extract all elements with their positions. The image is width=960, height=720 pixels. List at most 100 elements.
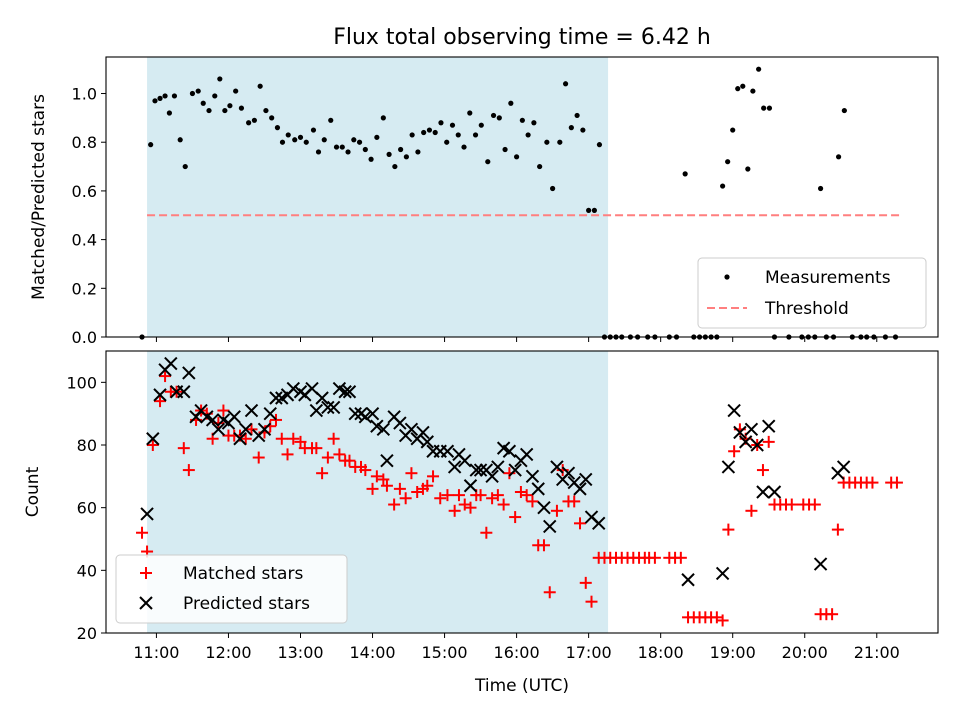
- predicted-star-point: [525, 469, 540, 484]
- predicted-star-point: [416, 425, 430, 440]
- measurement-point: [328, 117, 334, 123]
- matched-star-point: [380, 479, 393, 492]
- measurement-point: [345, 149, 351, 155]
- predicted-star-point: [573, 482, 587, 496]
- count-panel: 20 40 60 80 100 11:00 12:00 13:00 14:00 15:00 16:…: [23, 350, 939, 696]
- matched-star-point: [497, 498, 510, 511]
- measurement-point: [750, 88, 756, 94]
- predicted-star-point: [326, 400, 341, 415]
- measurement-point: [297, 134, 304, 140]
- predicted-star-point: [519, 447, 534, 462]
- predicted-star-point: [458, 453, 472, 468]
- observing-window-shade: [147, 57, 609, 337]
- measurement-point: [720, 183, 726, 189]
- matched-star-point: [245, 423, 258, 436]
- measurement-point: [568, 125, 574, 131]
- ratio-legend-box: [697, 257, 927, 329]
- matched-star-point: [520, 489, 533, 502]
- predicted-star-point: [491, 460, 505, 474]
- predicted-star-point: [211, 422, 226, 437]
- predicted-star-point: [420, 435, 434, 449]
- predicted-star-point: [531, 482, 545, 496]
- measurement-point: [508, 100, 514, 106]
- measurement-point: [766, 105, 773, 111]
- chart-title: Flux total observing time = 6.42 h: [333, 25, 711, 50]
- x-tick-label: 16:00: [494, 643, 540, 662]
- measurement-point: [421, 129, 427, 136]
- predicted-star-point: [836, 460, 851, 474]
- measurement-point: [415, 149, 421, 155]
- predicted-star-point: [721, 460, 736, 474]
- matched-star-point: [762, 435, 775, 448]
- measurement-point: [682, 171, 688, 177]
- predicted-star-point: [263, 406, 277, 421]
- measurement-point: [162, 93, 168, 99]
- measurement-point: [217, 76, 223, 82]
- matched-star-point: [287, 432, 300, 445]
- measurement-point: [502, 146, 508, 153]
- x-tick-label: 19:00: [710, 643, 756, 662]
- measurement-point: [745, 166, 751, 172]
- count-y-tick-label: 80: [77, 436, 97, 455]
- measurement-point: [368, 156, 374, 162]
- measurement-point: [467, 110, 473, 116]
- legend-matched-label: Matched stars: [183, 564, 303, 584]
- measurement-point: [478, 122, 484, 128]
- matched-star-point: [136, 526, 149, 539]
- predicted-star-point: [321, 400, 335, 415]
- matched-star-point: [316, 467, 329, 480]
- count-legend: Matched stars Predicted stars: [115, 554, 348, 624]
- measurement-point: [166, 110, 172, 116]
- matched-star-point: [722, 523, 735, 536]
- matched-star-point: [294, 435, 307, 448]
- measurement-point: [544, 139, 550, 145]
- predicted-star-point: [543, 519, 557, 534]
- measurement-point: [238, 105, 245, 111]
- predicted-star-point: [140, 507, 154, 521]
- measurement-point: [725, 159, 731, 165]
- legend-measurements-marker: [724, 274, 730, 280]
- matched-star-point: [275, 432, 288, 445]
- measurement-point: [761, 105, 767, 111]
- matched-star-point: [421, 479, 434, 492]
- legend-measurements-label: Measurements: [765, 268, 891, 288]
- measurement-point: [386, 151, 392, 157]
- measurement-point: [461, 144, 467, 150]
- matched-star-point: [252, 451, 265, 464]
- ratio-y-tick-label: 0.6: [72, 182, 97, 201]
- matched-star-point: [281, 448, 294, 461]
- ratio-legend: Measurements Threshold: [697, 257, 927, 329]
- x-tick-label: 13:00: [277, 643, 323, 662]
- measurement-point: [274, 125, 281, 131]
- matched-star-point: [310, 442, 323, 455]
- measurement-point: [292, 137, 298, 143]
- predicted-star-point: [681, 573, 695, 587]
- predicted-star-point: [592, 516, 606, 531]
- matched-star-point: [756, 464, 769, 477]
- measurement-point: [171, 93, 178, 99]
- predicted-star-point: [370, 419, 384, 433]
- ratio-y-axis-label: Matched/Predicted stars: [29, 94, 49, 300]
- legend-predicted-label: Predicted stars: [183, 594, 310, 614]
- x-axis-label: Time (UTC): [474, 676, 569, 696]
- legend-predicted-marker: [139, 596, 153, 610]
- x-tick-label: 14:00: [349, 643, 395, 662]
- measurement-point: [177, 137, 183, 143]
- measurement-point: [315, 149, 322, 155]
- matched-star-point: [550, 504, 563, 517]
- matched-star-point: [399, 492, 412, 505]
- ratio-y-tick-label: 0.2: [72, 279, 97, 298]
- measurement-point: [374, 134, 380, 140]
- predicted-star-point: [315, 391, 329, 405]
- measurement-point: [222, 107, 228, 114]
- predicted-star-point: [502, 444, 517, 458]
- matched-star-point: [393, 482, 406, 495]
- predicted-star-point: [358, 410, 373, 424]
- matched-star-point: [452, 489, 465, 502]
- matched-star-point: [543, 586, 556, 599]
- predicted-star-point: [177, 385, 191, 399]
- predicted-star-point: [244, 403, 259, 418]
- x-tick-label: 21:00: [854, 643, 900, 662]
- matched-star-point: [405, 467, 418, 480]
